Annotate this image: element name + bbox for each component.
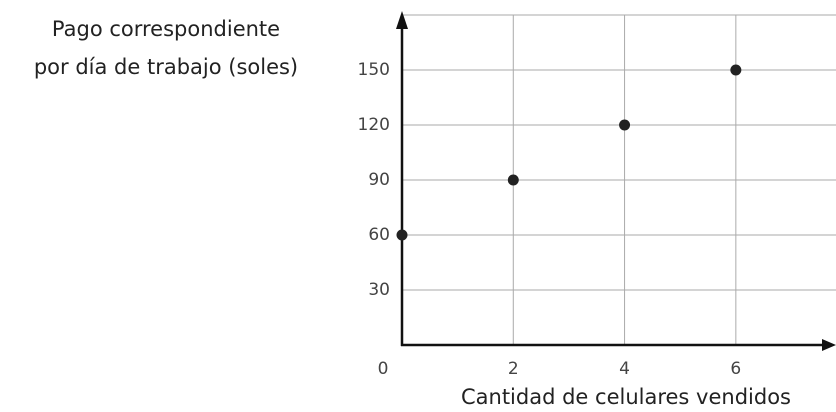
x-tick-label: 4 xyxy=(619,359,630,379)
point xyxy=(619,119,631,131)
y-axis-label: por día de trabajo (soles) xyxy=(34,55,298,79)
y-axis-label: Pago correspondiente xyxy=(52,17,280,41)
x-tick-label: 2 xyxy=(508,359,519,379)
x-axis-label: Cantidad de celulares vendidos xyxy=(461,385,791,409)
y-tick-label: 60 xyxy=(368,225,390,245)
x-tick-label: 0 xyxy=(378,359,389,379)
y-axis-arrow xyxy=(396,11,408,29)
y-tick-label: 120 xyxy=(358,115,390,135)
point xyxy=(396,229,408,241)
point xyxy=(507,174,519,186)
y-tick-label: 90 xyxy=(368,170,390,190)
x-tick-label: 6 xyxy=(730,359,741,379)
y-tick-label: 30 xyxy=(368,280,390,300)
y-tick-label: 150 xyxy=(358,60,390,80)
point xyxy=(730,64,742,76)
x-axis-arrow xyxy=(822,339,836,351)
